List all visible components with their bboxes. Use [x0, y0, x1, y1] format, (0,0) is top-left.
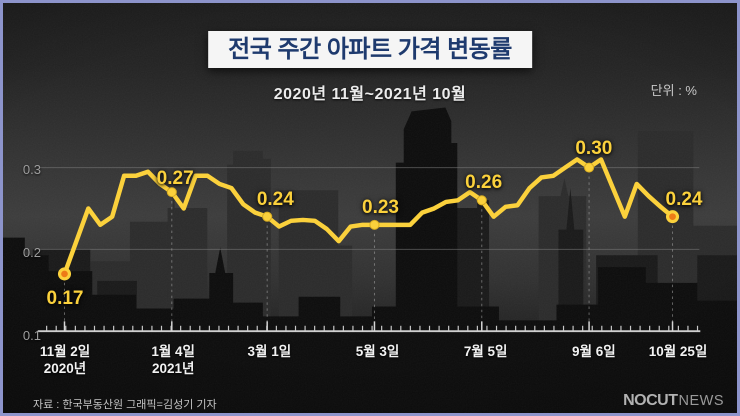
data-point-label: 0.30 [575, 138, 613, 159]
data-point-marker [166, 187, 177, 198]
subtitle: 2020년 11월~2021년 10월 [273, 86, 467, 103]
x-axis-label: 7월 5일 [463, 344, 508, 359]
title-box: 전국 주간 아파트 가격 변동률 [208, 31, 532, 68]
x-axis-label: 1월 4일 2021년 [151, 344, 195, 376]
y-axis-label: 0.2 [22, 245, 41, 260]
data-point-marker [262, 211, 273, 222]
x-axis-label: 10월 25일 [648, 344, 708, 359]
y-axis-label: 0.1 [22, 328, 41, 343]
data-point-marker [369, 219, 380, 230]
x-axis-label: 3월 1일 [247, 344, 292, 359]
data-point-label: 0.23 [362, 197, 399, 219]
data-point-label: 0.24 [256, 188, 294, 210]
data-point-label: 0.27 [156, 167, 194, 189]
credits: 자료 : 한국부동산원 그래픽=김성기 기자 [33, 399, 217, 411]
nocut-news-logo: NOCUT NEWS [623, 392, 724, 410]
line-chart [37, 157, 701, 333]
price-change-line [62, 157, 675, 277]
x-axis-label: 9월 6일 [572, 344, 616, 359]
data-point-marker [476, 195, 487, 206]
data-point-label: 0.17 [46, 287, 84, 309]
x-axis-label: 11월 2일 2020년 [39, 344, 91, 376]
data-point-marker-endpoint [57, 267, 72, 281]
y-axis-label: 0.3 [22, 162, 41, 177]
logo-text-news: NEWS [678, 393, 724, 409]
data-point-marker [584, 162, 595, 173]
page-title: 전국 주간 아파트 가격 변동률 [228, 36, 512, 63]
unit-label: 단위 : % [650, 83, 697, 98]
x-axis-label: 5월 3일 [355, 344, 400, 359]
data-point-label: 0.26 [465, 172, 503, 194]
texture-noise [3, 3, 737, 413]
data-point-label: 0.24 [665, 188, 703, 210]
logo-text-nocut: NOCUT [623, 392, 678, 409]
data-point-marker-endpoint [665, 210, 680, 224]
